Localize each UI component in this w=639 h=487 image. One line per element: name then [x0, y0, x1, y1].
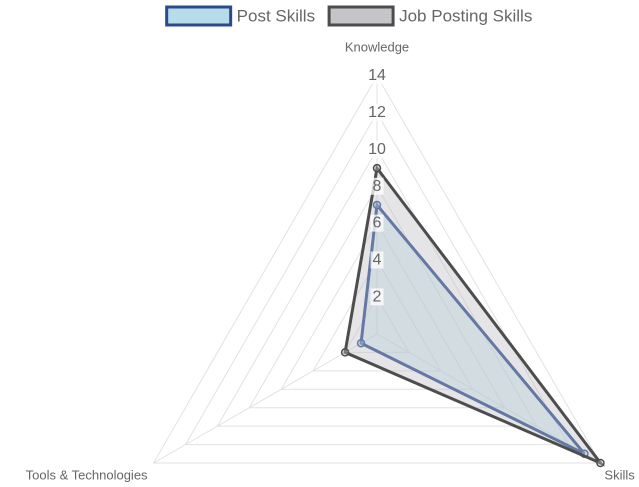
- tick-label-bg: [370, 251, 384, 269]
- grid-line: [184, 111, 570, 446]
- category-label: Knowledge: [345, 39, 409, 54]
- grid-line: [248, 185, 506, 409]
- tick-label-bg: [366, 140, 388, 158]
- r-tick-label: 12: [368, 104, 386, 121]
- grid-line: [152, 75, 602, 464]
- series-area: [343, 164, 606, 467]
- legend-label: Post Skills: [237, 6, 315, 25]
- data-point: [372, 200, 382, 210]
- data-point: [596, 458, 605, 468]
- r-tick-label: 6: [373, 215, 382, 232]
- r-tick-label: 2: [373, 288, 382, 305]
- tick-label-bg: [370, 288, 384, 306]
- legend: Post Skills Job Posting Skills: [165, 5, 532, 27]
- category-label: Tools & Technologies: [26, 467, 148, 482]
- grid-line: [216, 148, 538, 427]
- category-label: Skills: [604, 467, 635, 482]
- data-point: [356, 338, 366, 348]
- data-point: [372, 163, 382, 173]
- legend-swatch: [165, 5, 233, 27]
- r-tick-label: 10: [368, 141, 386, 158]
- tick-label-bg: [366, 67, 388, 85]
- r-tick-label: 8: [373, 178, 382, 195]
- grid-line: [312, 259, 442, 372]
- legend-label: Job Posting Skills: [399, 6, 532, 25]
- series-area: [359, 201, 586, 456]
- axis-line: [376, 333, 601, 464]
- tick-label-bg: [370, 214, 384, 232]
- tick-label-bg: [366, 104, 388, 122]
- r-tick-label: 14: [368, 67, 386, 84]
- data-point: [340, 348, 350, 357]
- r-tick-label: 4: [373, 252, 382, 269]
- axis-line: [153, 333, 378, 464]
- legend-swatch: [327, 5, 395, 27]
- grid-line: [280, 222, 474, 390]
- tick-label-bg: [370, 177, 384, 195]
